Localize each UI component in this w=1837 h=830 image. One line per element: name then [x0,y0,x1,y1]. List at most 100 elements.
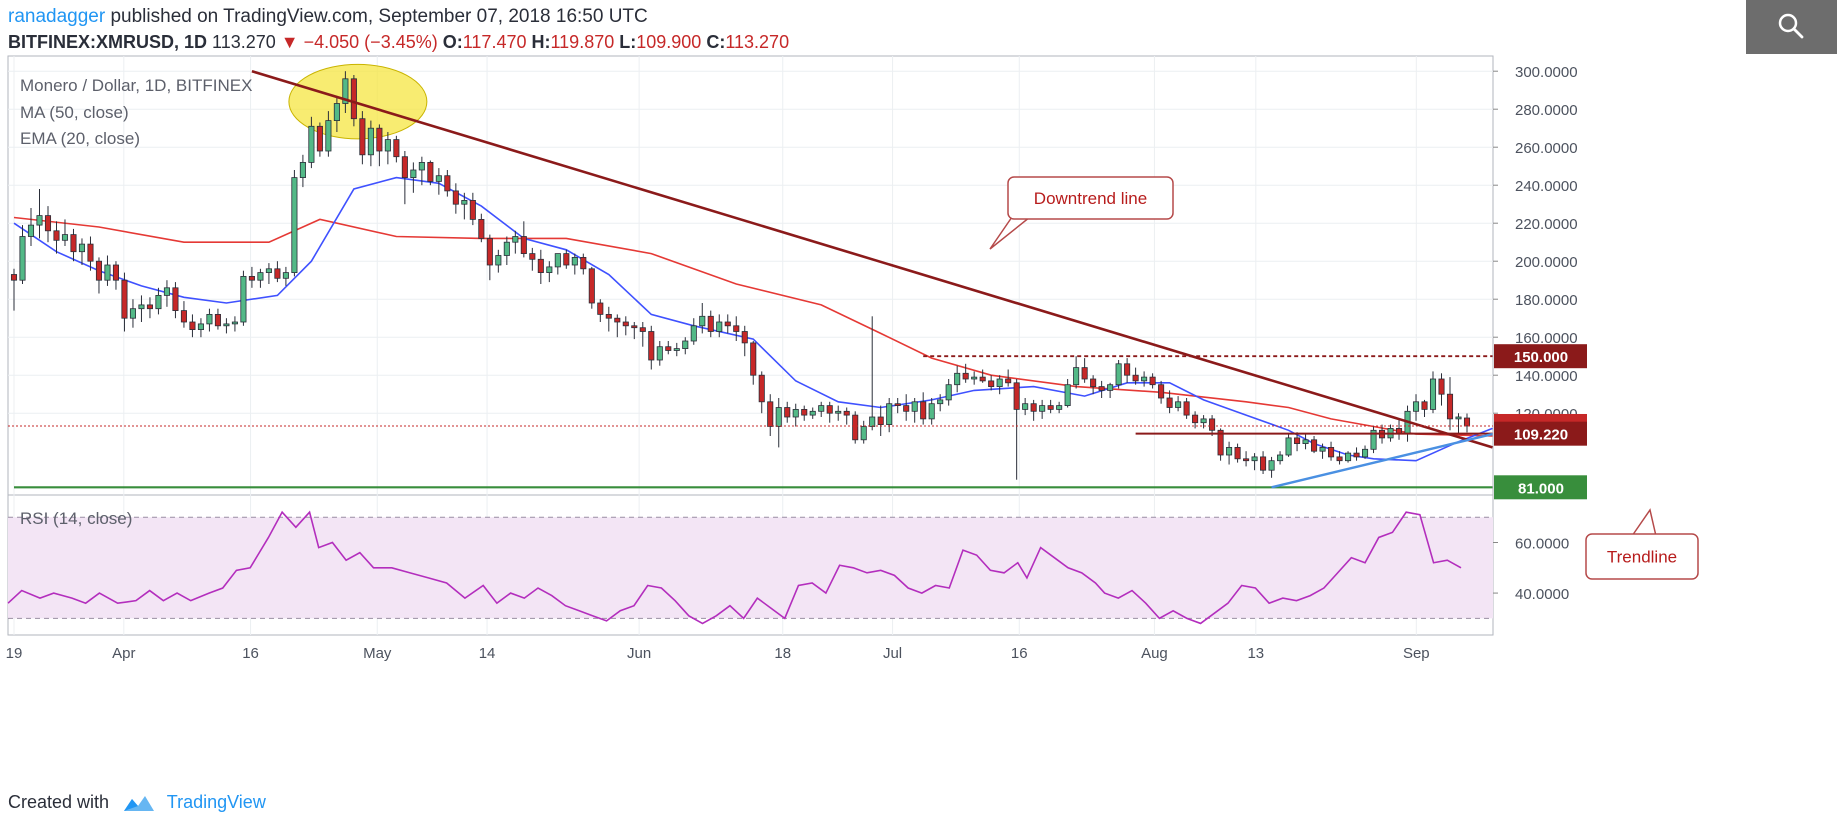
candle-body-down [614,317,621,323]
rsi-band [8,517,1493,619]
candle-body-down [903,405,910,412]
candle-body-up [418,161,425,171]
x-tick-label: Sep [1403,645,1430,662]
x-tick-label: 13 [1247,645,1264,662]
candle [1370,426,1377,454]
candle [920,392,927,425]
open-label: O: [442,32,463,52]
candle [19,225,26,284]
candle-body-up [495,255,502,266]
candle [452,183,459,214]
candle-body-down [665,346,672,351]
candle [78,238,86,265]
candle [750,341,757,385]
candle [36,189,43,239]
candle-body-up [945,384,952,401]
candle [682,337,689,355]
candle-body-down [248,275,255,281]
candle [70,228,77,262]
candle [673,342,680,357]
search-button[interactable] [1746,0,1837,54]
candle-body-up [19,236,26,281]
ma-legend: MA (50, close) [20,103,129,122]
candle [843,407,850,425]
close-value: 113.270 [725,32,790,52]
candle [172,282,179,319]
candle-body-down [393,139,400,158]
candle-body-down [1192,414,1199,424]
candle [265,263,272,284]
candle [469,192,476,226]
candle-body-down [95,260,103,281]
candle [257,268,264,288]
candle-body-down [121,279,128,319]
candle [1090,375,1097,395]
price-tag-box [1494,344,1587,369]
candle [486,234,493,281]
candle-body-down [920,401,927,420]
chart-header: ranadagger published on TradingView.com,… [0,0,1837,60]
candle [554,253,561,275]
candle-body-up [308,125,315,163]
candle [1277,451,1284,465]
candle-body-down [843,410,850,416]
candle-body-down [588,268,595,304]
candle [954,365,961,393]
candle [537,249,544,284]
publish-info: ranadagger published on TradingView.com,… [8,6,648,28]
candle [121,272,128,332]
last-price: 113.270 [212,32,276,52]
candle-body-up [435,175,442,182]
candle-body-up [1412,401,1420,412]
candle-body-up [1362,448,1369,458]
low-value: 109.900 [636,32,702,52]
candle [367,120,374,167]
candle-body-down [894,403,901,407]
candle-body-up [1056,405,1063,410]
candle [1345,451,1352,463]
candle [512,230,519,254]
candle [996,375,1003,395]
candle-body-up [410,169,417,178]
candle-body-up [1370,429,1377,450]
up-trendline [1271,432,1493,489]
candle-body-down [1081,367,1088,380]
candle [563,249,570,269]
candle [580,253,587,275]
candle [163,280,170,307]
candle [1073,356,1080,389]
candle [639,322,646,347]
candle-body-up [1141,376,1148,382]
candle-body-up [512,236,519,243]
candle [1047,399,1054,414]
candle-body-up [367,127,374,156]
candle [894,398,901,414]
candle-body-down [1438,378,1445,395]
candle [27,208,35,246]
candle [1353,447,1360,461]
candle-body-down [1090,378,1097,387]
candle-body-down [401,156,408,178]
candle-body-down [350,78,357,120]
ema-legend: EMA (20, close) [20,129,140,148]
symbol-info: BITFINEX:XMRUSD, 1D 113.270 ▼ −4.050 (−3… [8,32,789,53]
candle [418,156,425,186]
candle [359,111,366,165]
candle-body-down [87,243,94,262]
candle-body-up [265,268,272,273]
candle [1039,399,1046,419]
candle [1311,436,1318,454]
x-tick-label: May [363,645,392,662]
candle-body-down [44,215,52,232]
candle [1234,443,1241,463]
candle [1251,453,1258,471]
candle [95,257,103,294]
candle-body-up [911,401,918,412]
candle [733,316,740,341]
tradingview-link[interactable]: TradingView [166,792,266,812]
candle-body-up [673,348,680,351]
author-link[interactable]: ranadagger [8,6,106,27]
candle [350,75,357,127]
candle-body-down [563,253,570,266]
